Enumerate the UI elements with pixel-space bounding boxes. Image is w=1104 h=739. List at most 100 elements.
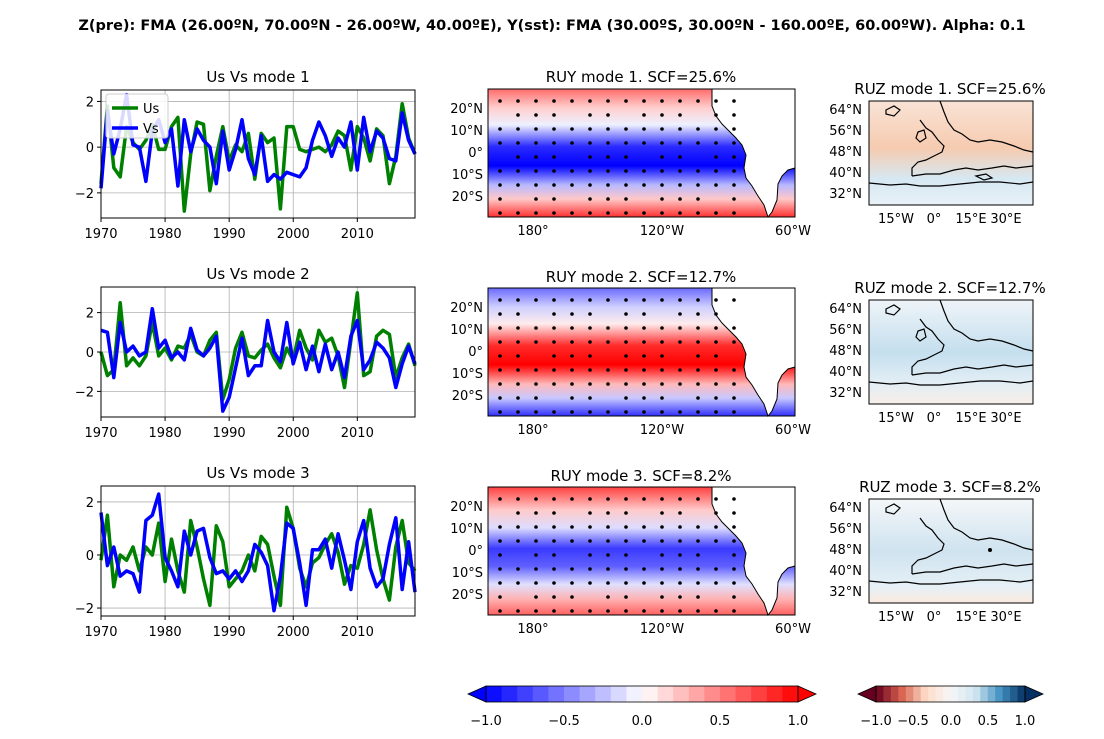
lat-label: 20°N (450, 301, 483, 316)
significance-dot (624, 141, 628, 145)
significance-dot (660, 113, 664, 117)
significance-dot (606, 197, 610, 201)
significance-dot (642, 497, 646, 501)
significance-dot (498, 382, 502, 386)
significance-dot (642, 539, 646, 543)
ruy-mode-3-title: RUY mode 3. SCF=8.2% (550, 467, 731, 485)
y-tick-label: −2 (75, 187, 94, 202)
significance-dot (606, 581, 610, 585)
significance-dot (660, 340, 664, 344)
significance-dot (624, 211, 628, 215)
significance-dot (624, 382, 628, 386)
significance-dot (678, 567, 682, 571)
significance-dot (678, 312, 682, 316)
significance-dot (498, 410, 502, 414)
significance-dot (534, 340, 538, 344)
significance-dot (552, 525, 556, 529)
significance-dot (588, 609, 592, 613)
significance-dot (714, 127, 718, 131)
significance-dot (642, 312, 646, 316)
lon-label: 120°W (640, 622, 684, 637)
significance-dot (588, 127, 592, 131)
significance-dot (714, 497, 718, 501)
significance-dot (714, 525, 718, 529)
significance-dot (732, 169, 736, 173)
significance-dot (732, 539, 736, 543)
significance-dot (678, 340, 682, 344)
lat-label: 40°N (829, 166, 862, 181)
lat-label: 0° (468, 544, 483, 559)
significance-dot (606, 382, 610, 386)
legend-label: Us (143, 102, 160, 117)
lat-label: 32°N (829, 585, 862, 600)
significance-dot (552, 298, 556, 302)
lat-label: 64°N (829, 302, 862, 317)
significance-dot (678, 211, 682, 215)
significance-dot (732, 340, 736, 344)
ruy-mode-1-map: RUY mode 1. SCF=25.6% (487, 68, 796, 218)
colorbar-segment (972, 686, 981, 702)
significance-dot (660, 169, 664, 173)
colorbar-segment (486, 686, 503, 702)
significance-dot (642, 354, 646, 358)
significance-dot (696, 141, 700, 145)
significance-dot (714, 211, 718, 215)
significance-dot (732, 197, 736, 201)
significance-dot (696, 567, 700, 571)
significance-dot (714, 141, 718, 145)
significance-dot (498, 609, 502, 613)
significance-dot (660, 581, 664, 585)
colorbar-segment (905, 686, 914, 702)
significance-dot (588, 211, 592, 215)
x-tick-label: 2010 (341, 227, 374, 242)
figure-suptitle: Z(pre): FMA (26.00ºN, 70.00ºN - 26.00ºW,… (78, 18, 1025, 34)
significance-dot (678, 183, 682, 187)
significance-dot (624, 169, 628, 173)
ruy-colorbar (467, 685, 817, 703)
significance-dot (624, 368, 628, 372)
significance-dot (534, 183, 538, 187)
significance-dot (606, 141, 610, 145)
significance-dot (660, 368, 664, 372)
lat-label: 48°N (829, 344, 862, 359)
significance-dot (498, 497, 502, 501)
significance-dot (588, 183, 592, 187)
significance-dot (498, 211, 502, 215)
significance-dot (534, 396, 538, 400)
lon-label: 120°W (640, 423, 684, 438)
significance-dot (588, 525, 592, 529)
significance-dot (660, 567, 664, 571)
significance-dot (516, 127, 520, 131)
significance-dot (606, 113, 610, 117)
significance-dot (606, 211, 610, 215)
colorbar-tick: 0.5 (710, 714, 731, 729)
lat-label: 10°N (450, 124, 483, 139)
significance-dot (534, 197, 538, 201)
significance-dot (552, 183, 556, 187)
significance-dot (678, 382, 682, 386)
colorbar-segment (995, 686, 1004, 702)
significance-dot (552, 368, 556, 372)
lon-label: 180° (517, 224, 548, 239)
significance-dot (606, 539, 610, 543)
significance-dot (642, 382, 646, 386)
colorbar-segment (1010, 686, 1019, 702)
significance-dot (570, 211, 574, 215)
significance-dot (516, 340, 520, 344)
colorbar-segment (595, 686, 612, 702)
significance-dot (534, 511, 538, 515)
significance-dot (552, 553, 556, 557)
x-tick-label: 1980 (149, 625, 182, 640)
lon-label: 0° (927, 411, 942, 426)
significance-dot (642, 99, 646, 103)
significance-dot (570, 354, 574, 358)
significance-dot (570, 99, 574, 103)
significance-dot (516, 525, 520, 529)
colorbar-segment (980, 686, 989, 702)
significance-dot (696, 410, 700, 414)
ruz-mode-3-lon-labels: 15°W 0° 15°E 30°E (878, 610, 1022, 625)
colorbar-segment (1002, 686, 1011, 702)
significance-dot (624, 595, 628, 599)
significance-dot (624, 567, 628, 571)
significance-dot (570, 539, 574, 543)
